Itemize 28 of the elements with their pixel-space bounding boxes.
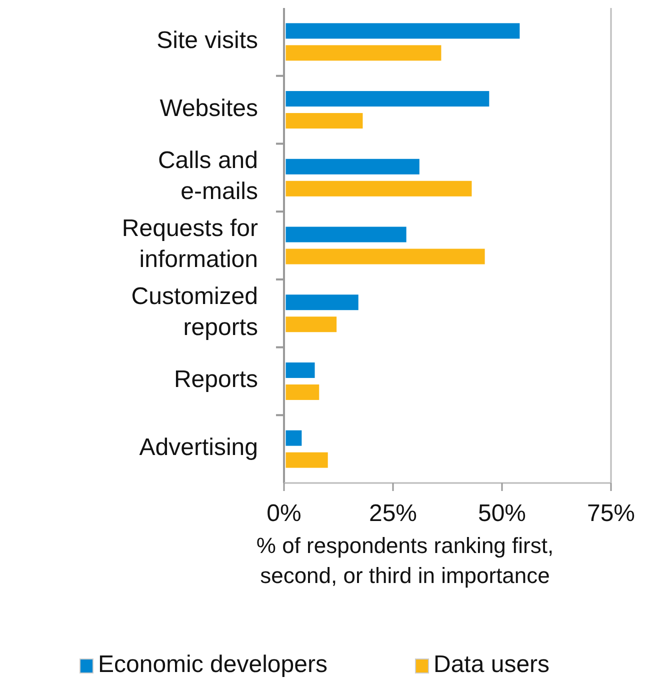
x-tick-label: 75% [586,500,636,527]
bar [284,247,486,266]
x-tick-label: 0% [266,500,302,527]
bar [284,225,408,244]
y-tick-label: Site visits [156,27,258,54]
bar [284,293,360,312]
bar [284,157,421,176]
bar [284,382,321,402]
bar [284,428,304,448]
bar [284,360,316,380]
y-tick-label: Customized reports [131,283,258,342]
y-tick-label: Websites [160,95,258,122]
x-tick-label: 50% [478,500,526,527]
bar [284,112,364,130]
bar [284,179,474,198]
y-tick-label: Reports [174,366,258,394]
bar [284,44,443,62]
bar [284,315,338,334]
y-tick-label: Calls and e-mails [158,147,258,206]
x-tick-label: 25% [368,500,418,527]
bar [284,450,330,470]
y-tick-label: Requests for information [122,215,258,274]
legend-label: Economic developers [98,651,328,678]
bar [284,90,491,108]
bar [284,22,522,40]
y-tick-label: Advertising [139,434,258,462]
x-axis-title: % of respondents ranking first, second, or third in importance [256,533,554,588]
legend-label: Data users [434,651,550,678]
